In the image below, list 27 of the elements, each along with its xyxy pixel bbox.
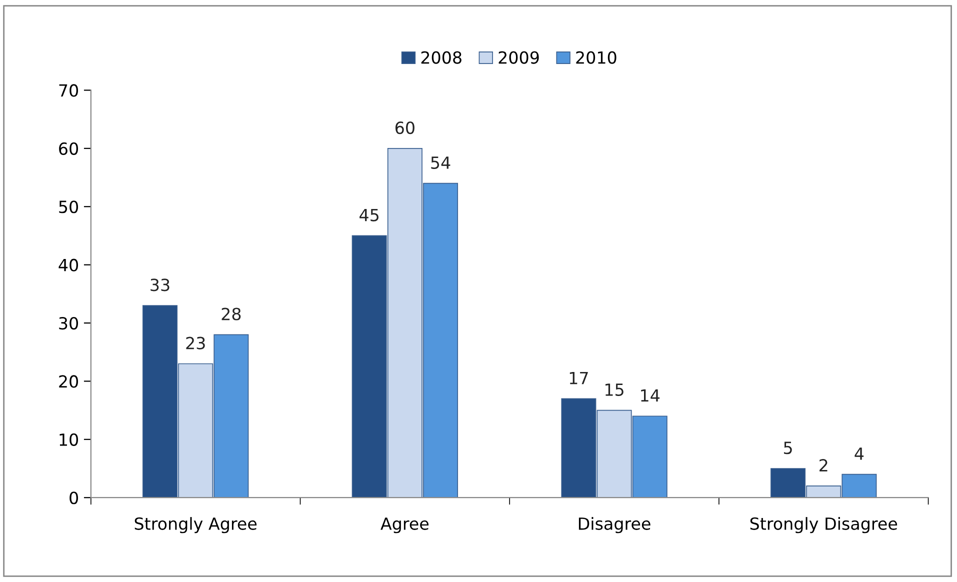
data-label: 33 [150, 278, 170, 292]
data-label: 15 [606, 384, 624, 396]
x-tick-label: Agree [380, 518, 429, 534]
data-label: 23 [186, 336, 205, 350]
x-tick-label: Strongly Disagree [750, 517, 898, 534]
x-tick-label: Strongly Agree [134, 517, 257, 534]
y-tick-label: 60 [59, 142, 78, 155]
data-label: 54 [431, 156, 450, 169]
data-label: 2 [820, 459, 828, 472]
y-tick-label: 30 [59, 316, 78, 330]
y-tick-label: 10 [60, 433, 78, 446]
data-label: 60 [395, 121, 414, 134]
legend-label: 2008 [421, 51, 462, 64]
data-label: 4 [854, 448, 864, 460]
x-tick-label: Disagree [578, 517, 650, 534]
y-tick-label: 50 [59, 200, 78, 214]
data-label: 14 [641, 389, 660, 402]
y-tick-label: 40 [58, 258, 78, 272]
y-tick-label: 20 [59, 375, 78, 388]
y-tick-label: 0 [70, 492, 78, 504]
data-label: 5 [784, 442, 792, 454]
data-label: 45 [360, 208, 378, 222]
data-label: 28 [222, 308, 241, 320]
data-label: 17 [570, 372, 588, 384]
legend-label: 2010 [576, 51, 616, 64]
y-tick-label: 70 [59, 84, 78, 97]
legend-label: 2009 [498, 51, 539, 64]
